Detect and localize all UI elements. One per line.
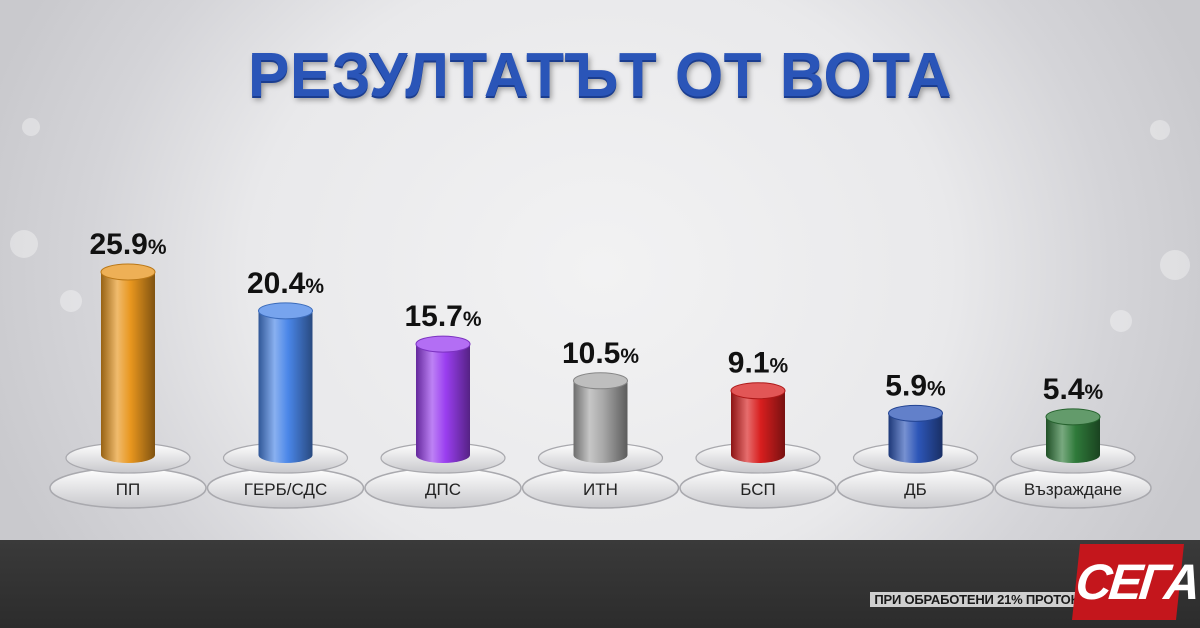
value-label: 20.4%: [247, 267, 324, 300]
category-label: ГЕРБ/СДС: [244, 480, 327, 499]
bar-cap: [1045, 408, 1101, 426]
bar-group: 10.5% ИТН: [521, 337, 680, 509]
bar-group: 20.4% ГЕРБ/СДС: [206, 267, 365, 509]
value-unit: %: [927, 377, 946, 400]
bar-group: 15.7% ДПС: [364, 300, 522, 509]
category-label: БСП: [740, 480, 775, 499]
value-unit: %: [620, 345, 639, 368]
value-number: 20.4: [247, 267, 306, 300]
bar-cap: [888, 404, 943, 422]
footnote: ПРИ ОБРАБОТЕНИ 21% ПРОТОКОЛИ: [870, 592, 1110, 607]
bar-cap: [573, 372, 628, 390]
value-number: 5.9: [885, 369, 927, 402]
value-label: 5.4%: [1043, 373, 1104, 406]
bar-group: 5.9% ДБ: [836, 369, 995, 509]
value-unit: %: [463, 308, 482, 331]
decor-dot: [1110, 310, 1132, 332]
value-unit: %: [148, 236, 167, 259]
value-unit: %: [770, 355, 789, 378]
footer-bar: ПРИ ОБРАБОТЕНИ 21% ПРОТОКОЛИ: [0, 540, 1200, 628]
bar: [258, 310, 313, 463]
value-label: 25.9%: [89, 228, 166, 261]
value-unit: %: [1085, 381, 1104, 404]
value-unit: %: [305, 275, 324, 298]
value-number: 9.1: [728, 347, 770, 380]
value-number: 5.4: [1043, 373, 1085, 406]
category-label: ДПС: [425, 480, 461, 499]
decor-dot: [60, 290, 82, 312]
category-label: ПП: [116, 480, 140, 499]
category-label: ИТН: [583, 480, 618, 499]
bar-cap: [258, 302, 313, 320]
decor-dot: [1160, 250, 1190, 280]
value-number: 25.9: [89, 228, 147, 261]
decor-dot: [1150, 120, 1170, 140]
bar: [731, 390, 785, 463]
decor-dot: [10, 230, 38, 258]
bar: [101, 272, 155, 463]
chart-title: РЕЗУЛТАТЪТ ОТ ВОТА: [248, 41, 952, 110]
value-label: 15.7%: [404, 300, 481, 333]
decor-dot: [22, 118, 40, 136]
value-label: 9.1%: [728, 347, 789, 380]
bar-chart: 25.9% ПП 20.4% ГЕРБ/СДС 15.7% ДПС 10.5% ИТН 9.1%…: [49, 228, 1152, 509]
bar-group: 25.9% ПП: [49, 228, 207, 509]
bar-cap: [100, 263, 156, 281]
bar: [416, 344, 470, 463]
value-number: 15.7: [404, 300, 462, 333]
bar-cap: [415, 335, 471, 353]
value-number: 10.5: [562, 337, 620, 370]
bar-group: 5.4% Възраждане: [994, 373, 1152, 509]
sega-logo: СЕГА: [1072, 544, 1200, 620]
bar: [888, 413, 943, 463]
category-label: Възраждане: [1024, 480, 1122, 499]
value-label: 5.9%: [885, 369, 946, 402]
category-label: ДБ: [904, 480, 927, 499]
bar-group: 9.1% БСП: [679, 347, 837, 509]
bar: [1046, 416, 1100, 463]
chart-background: РЕЗУЛТАТЪТ ОТ ВОТА 25.9% ПП 20.4% ГЕРБ/СДС 1…: [0, 0, 1200, 540]
bar: [573, 380, 628, 463]
value-label: 10.5%: [562, 337, 639, 370]
bar-cap: [730, 382, 786, 400]
